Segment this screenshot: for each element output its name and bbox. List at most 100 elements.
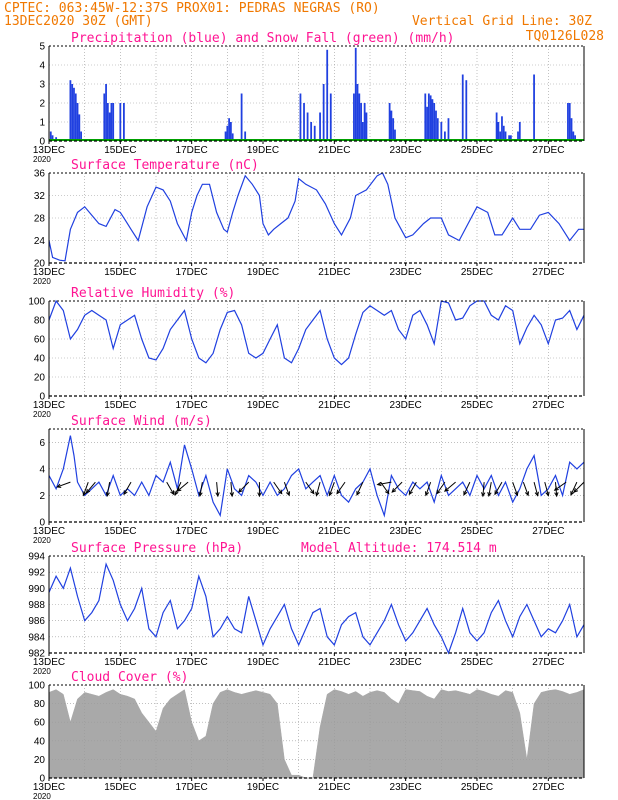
x-tick-label: 15DEC — [104, 782, 136, 793]
wind-arrow-head — [524, 491, 530, 497]
wind-arrow-head — [310, 489, 315, 495]
series-line — [48, 299, 585, 366]
wind-arrow-head — [257, 492, 262, 498]
header-datetime: 13DEC2020 30Z (GMT) — [4, 14, 153, 29]
x-tick-label: 21DEC — [318, 400, 350, 411]
wind-arrow-head — [487, 491, 492, 498]
precip-bar — [230, 122, 232, 141]
y-tick-label: 20 — [34, 373, 46, 384]
precip-bar — [353, 93, 355, 141]
wind-arrow — [238, 481, 250, 493]
wind-arrow — [230, 482, 233, 497]
precip-bar — [363, 103, 366, 141]
x-tick-label: 23DEC — [390, 267, 422, 278]
x-tick-label: 19DEC — [247, 267, 279, 278]
x-tick-label: 27DEC — [532, 267, 564, 278]
y-tick-label: 32 — [34, 191, 46, 202]
y-tick-label: 6 — [39, 438, 45, 449]
precip-bar — [299, 93, 302, 141]
header-model-code: TQ0126L028 — [526, 29, 604, 44]
precip-bar — [394, 129, 396, 141]
wind-arrow — [436, 481, 446, 494]
wind-arrow — [329, 481, 335, 496]
precip-bar — [435, 110, 437, 141]
y-tick-label: 4 — [39, 61, 45, 72]
precip-bar — [49, 131, 52, 141]
x-tick-label: 25DEC — [461, 657, 493, 668]
panel-title: Precipitation (blue) and Snow Fall (gree… — [71, 31, 455, 46]
wind-arrow-head — [198, 491, 203, 498]
wind-arrow — [522, 481, 529, 496]
x-tick-label: 17DEC — [176, 526, 208, 537]
x-tick-label: 23DEC — [390, 400, 422, 411]
panel-title: Relative Humidity (%) — [71, 286, 235, 301]
y-tick-label: 2 — [39, 491, 45, 502]
wind-arrow-head — [285, 491, 291, 497]
precip-bar — [303, 103, 305, 141]
x-tick-label: 25DEC — [461, 782, 493, 793]
panel-title: Surface Pressure (hPa) — [71, 541, 243, 556]
panel-4: 0 2 4 6 13DEC 15DEC 17DEC 19DEC 21DEC 23DEC 25DEC 2… — [33, 414, 585, 545]
y-tick-label: 100 — [28, 681, 45, 692]
x-tick-label: 19DEC — [247, 782, 279, 793]
x-tick-label: 13DEC — [33, 526, 65, 537]
precip-bar — [574, 135, 576, 141]
x-tick-label: 17DEC — [176, 657, 208, 668]
precip-bar — [69, 80, 72, 141]
precip-bar — [329, 93, 332, 141]
x-tick-label: 23DEC — [390, 657, 422, 668]
precip-bar — [112, 103, 115, 141]
panel-5: 982 984 986 988 990 992 994 13DEC 15DEC 17DEC 19DE… — [28, 541, 585, 676]
x-tick-label: 17DEC — [176, 400, 208, 411]
panel-1: 0 1 2 3 4 5 13DEC 15DEC 17DEC 19DEC 21DEC 23DEC 25DE… — [33, 31, 585, 164]
y-tick-label: 60 — [34, 718, 46, 729]
precip-bar — [228, 118, 231, 141]
y-tick-label: 986 — [28, 616, 45, 627]
model-altitude-label: Model Altitude: 174.514 m — [301, 541, 497, 556]
precip-bar — [51, 135, 54, 141]
precip-bar — [533, 74, 535, 141]
wind-arrow-head — [553, 486, 559, 491]
year-label: 2020 — [33, 667, 51, 676]
wind-arrow — [106, 482, 111, 497]
precip-bar — [502, 125, 505, 141]
wind-arrow-head — [105, 491, 110, 498]
x-tick-label: 19DEC — [247, 145, 279, 156]
precip-bar — [518, 122, 521, 141]
x-tick-label: 21DEC — [318, 145, 350, 156]
y-tick-label: 20 — [34, 755, 46, 766]
precip-bar — [390, 110, 393, 141]
wind-arrow — [377, 481, 392, 486]
precip-bar — [572, 131, 575, 141]
precip-bar — [123, 103, 125, 141]
x-tick-label: 13DEC — [33, 400, 65, 411]
wind-arrow — [573, 481, 585, 493]
x-tick-label: 23DEC — [390, 145, 422, 156]
wind-arrow — [315, 482, 321, 496]
x-tick-label: 17DEC — [176, 782, 208, 793]
precip-bar — [497, 122, 500, 141]
wind-arrow — [554, 481, 567, 491]
wind-arrow-head — [443, 487, 449, 492]
precip-bar — [310, 122, 313, 141]
wind-arrow-head — [534, 491, 539, 497]
x-tick-label: 13DEC — [33, 657, 65, 668]
x-tick-label: 17DEC — [176, 267, 208, 278]
wind-arrow-head — [408, 490, 413, 496]
wind-arrow — [356, 481, 364, 496]
header-gridline-note: Vertical Grid Line: 30Z — [412, 14, 592, 29]
precip-bar — [433, 103, 436, 141]
y-tick-label: 0 — [39, 137, 45, 148]
precip-bar — [509, 135, 512, 141]
wind-arrow-head — [336, 489, 341, 495]
wind-arrow-head — [356, 490, 361, 496]
precip-bar — [226, 125, 229, 141]
y-tick-label: 60 — [34, 335, 46, 346]
wind-arrow-head — [123, 490, 128, 496]
wind-arrow-head — [82, 491, 87, 497]
year-label: 2020 — [33, 277, 51, 286]
precip-bar — [360, 103, 362, 141]
precip-bar — [358, 93, 361, 141]
x-tick-label: 27DEC — [532, 526, 564, 537]
